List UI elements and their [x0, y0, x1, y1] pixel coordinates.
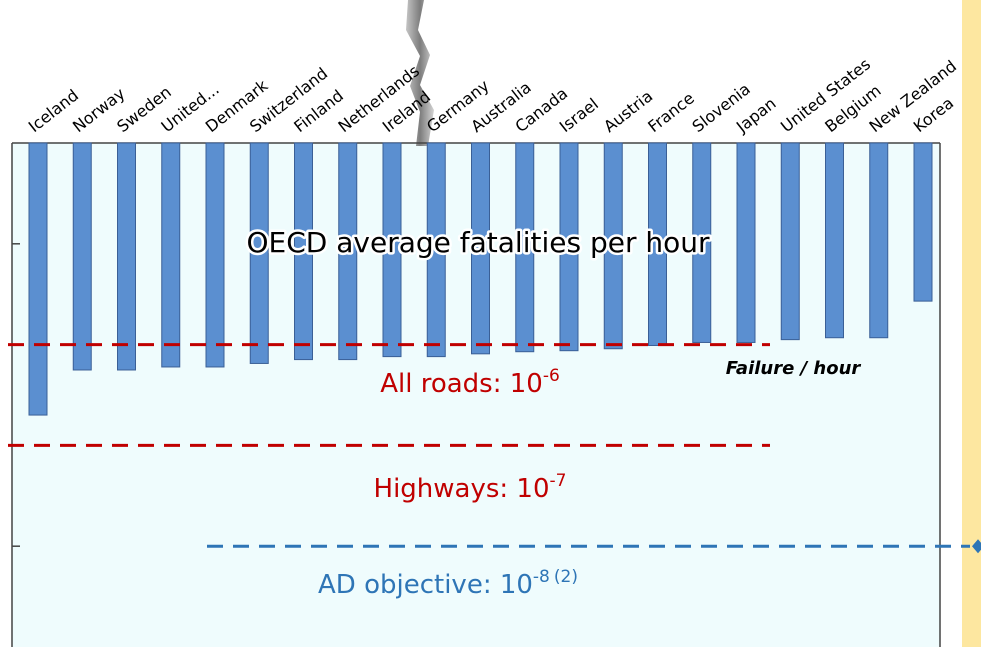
bar: [118, 143, 136, 370]
bar: [737, 143, 755, 342]
bar: [73, 143, 91, 370]
x-tick-label: Austria: [600, 86, 656, 136]
bar: [206, 143, 224, 367]
bar: [781, 143, 799, 340]
chart: OECD average fatalities per hour Failure…: [0, 0, 981, 647]
bar: [870, 143, 888, 338]
x-tick-label: France: [644, 88, 698, 136]
bar: [914, 143, 932, 301]
bar: [826, 143, 844, 338]
overlay-title: OECD average fatalities per hour: [247, 226, 710, 259]
unit-label: Failure / hour: [726, 358, 862, 379]
page: {"chart_data": {"type": "bar", "categori…: [0, 0, 981, 647]
ref-note: (2): [554, 567, 578, 587]
ref-text: All roads: 10: [380, 369, 543, 399]
bar: [29, 143, 47, 415]
ref-exponent: -8: [533, 567, 550, 587]
ref-exponent: -6: [543, 366, 560, 386]
ref-exponent: -7: [550, 471, 567, 491]
x-tick-label: Iceland: [25, 86, 82, 137]
ref-text: Highways: 10: [374, 474, 550, 504]
ref-text: AD objective: 10: [318, 570, 533, 600]
ref-label: Highways: 10-7: [374, 471, 567, 504]
bar: [162, 143, 180, 367]
ref-label: All roads: 10-6: [380, 366, 560, 399]
